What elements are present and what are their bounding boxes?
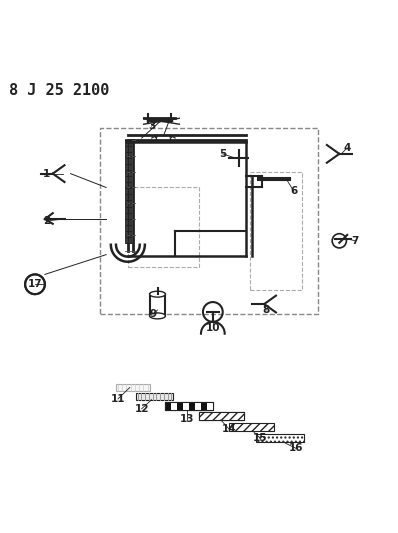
Text: 1: 1: [43, 168, 51, 179]
Text: 5: 5: [219, 149, 226, 159]
Bar: [166, 402, 213, 409]
Ellipse shape: [150, 291, 166, 297]
Text: 4: 4: [343, 143, 351, 153]
Bar: [207, 402, 213, 409]
Bar: [100, 128, 318, 314]
Text: 7: 7: [351, 236, 359, 246]
Bar: [256, 434, 304, 442]
Bar: [177, 402, 183, 409]
Text: 15: 15: [253, 433, 267, 443]
Text: 3: 3: [148, 121, 155, 131]
Bar: [195, 402, 201, 409]
Text: 2: 2: [43, 216, 51, 226]
Ellipse shape: [150, 313, 166, 319]
Text: 17: 17: [28, 279, 42, 289]
Text: 8: 8: [263, 305, 270, 315]
Text: 13: 13: [180, 414, 194, 424]
Bar: [150, 294, 166, 316]
Bar: [116, 384, 150, 391]
Bar: [199, 412, 244, 420]
Text: 6: 6: [290, 187, 297, 196]
Bar: [250, 172, 302, 290]
Text: 8 J 25 2100: 8 J 25 2100: [9, 83, 110, 98]
Bar: [189, 402, 195, 409]
Bar: [228, 423, 274, 431]
Bar: [201, 402, 207, 409]
Text: 9: 9: [150, 309, 157, 319]
Text: 11: 11: [111, 394, 125, 404]
Bar: [171, 402, 177, 409]
Bar: [199, 412, 244, 420]
Bar: [166, 402, 213, 409]
Text: 12: 12: [135, 404, 149, 414]
Text: 16: 16: [289, 443, 303, 453]
Bar: [136, 393, 173, 400]
Text: 14: 14: [221, 424, 236, 433]
Bar: [183, 402, 189, 409]
Bar: [166, 402, 171, 409]
Text: 10: 10: [206, 323, 220, 333]
Bar: [128, 188, 199, 266]
